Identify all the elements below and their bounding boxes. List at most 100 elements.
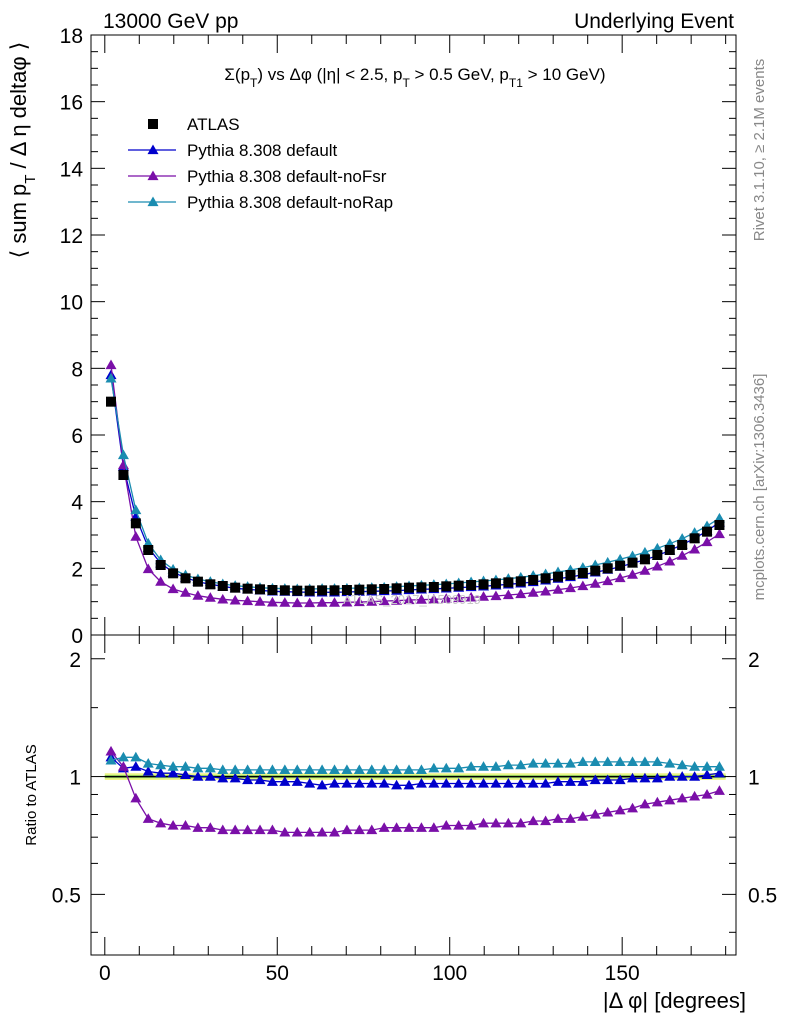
series-point (577, 811, 589, 821)
series-point (552, 584, 564, 594)
series-point (428, 778, 440, 788)
series-point (440, 778, 452, 788)
series-point (502, 759, 514, 770)
series-point (329, 764, 341, 775)
data-point-atlas (217, 581, 228, 591)
series-point (353, 778, 365, 788)
series-point (341, 824, 353, 835)
series-point (167, 761, 179, 771)
series-point (428, 593, 440, 604)
series-point (527, 587, 539, 597)
series-point (490, 590, 502, 601)
series-point (713, 785, 725, 795)
series-point (130, 761, 142, 771)
watermark-label: ATLAS_2017_I1509919 (343, 592, 481, 607)
series-point (279, 776, 291, 786)
data-point-atlas (441, 581, 452, 592)
ratio-axis-ticks: 0.5 0.5 1 1 2 2 0 50 100 150 (52, 635, 777, 985)
data-point-atlas (602, 563, 613, 574)
data-point-atlas (615, 560, 626, 571)
ratio-panel: 0.5 0.5 1 1 2 2 0 50 100 150 Ratio to ATLAS (23, 634, 777, 985)
series-point (689, 543, 701, 554)
series-point (602, 756, 614, 767)
series-point (713, 528, 725, 539)
series-point (155, 817, 167, 828)
series-point (403, 822, 415, 832)
series-point (527, 778, 539, 788)
data-point-atlas (292, 585, 303, 596)
series-point (465, 761, 477, 771)
data-point-atlas (192, 576, 203, 587)
series-point (105, 754, 117, 765)
data-point-atlas (515, 576, 526, 587)
series-point (651, 796, 663, 807)
series-point (117, 449, 129, 460)
data-point-atlas (118, 470, 129, 480)
series-point (639, 798, 651, 809)
ratio-y-axis-label: Ratio to ATLAS (23, 744, 40, 845)
series-point (217, 593, 229, 604)
series-point (415, 764, 427, 775)
series-point (378, 822, 390, 832)
data-point-atlas (565, 570, 576, 580)
series-point (515, 588, 527, 599)
ratio-y-tick-label-right: 0.5 (748, 884, 777, 907)
series-point (689, 790, 701, 801)
series-point (266, 764, 278, 775)
series-point (428, 762, 440, 773)
series-point (415, 594, 427, 604)
series-point (540, 778, 552, 788)
legend-marker (147, 144, 159, 155)
series-point (527, 757, 539, 768)
data-point-atlas (528, 575, 539, 585)
series-point (676, 759, 688, 770)
rivet-version-label: Rivet 3.1.10, ≥ 2.1M events (751, 59, 768, 242)
series-point (180, 761, 192, 771)
series-point (701, 536, 713, 547)
series-point (142, 766, 154, 776)
series-point (155, 759, 167, 770)
series-point (341, 778, 353, 788)
series-point (242, 595, 254, 606)
y-tick-label: 12 (60, 225, 83, 248)
header-energy-label: 13000 GeV pp (103, 10, 238, 33)
series-point (291, 776, 303, 786)
series-point (142, 757, 154, 768)
series-point (229, 594, 241, 605)
series-point (316, 826, 328, 837)
series-point (105, 359, 117, 370)
series-point (291, 826, 303, 837)
series-point (217, 772, 229, 783)
series-point (589, 578, 601, 588)
series-point (378, 595, 390, 606)
series-point (242, 764, 254, 775)
data-point-atlas (180, 573, 191, 584)
series-point (167, 819, 179, 830)
series-point (664, 794, 676, 805)
data-point-atlas (714, 520, 725, 530)
series-point (142, 813, 154, 823)
data-point-atlas (416, 582, 427, 593)
data-point-atlas (428, 582, 439, 592)
data-point-atlas (130, 518, 141, 529)
series-point (639, 756, 651, 767)
series-point (353, 764, 365, 775)
series-point (577, 756, 589, 767)
y-tick-label: 10 (60, 292, 83, 315)
series-point (316, 764, 328, 775)
series-point (117, 751, 129, 762)
y-tick-label: 14 (60, 158, 84, 181)
series-point (564, 582, 576, 593)
series-point (204, 771, 216, 781)
main-y-axis-label: ⟨ sum pT / Δ η deltaφ ⟩ (6, 42, 39, 259)
ratio-y-tick-label-right: 2 (748, 649, 760, 672)
series-point (304, 597, 316, 608)
series-point (204, 592, 216, 602)
series-point (564, 757, 576, 768)
data-point-atlas (466, 580, 477, 590)
y-tick-label: 18 (60, 25, 83, 48)
legend-marker (147, 170, 159, 181)
data-point-atlas (143, 545, 154, 555)
series-point (478, 591, 490, 601)
series-point (527, 815, 539, 826)
